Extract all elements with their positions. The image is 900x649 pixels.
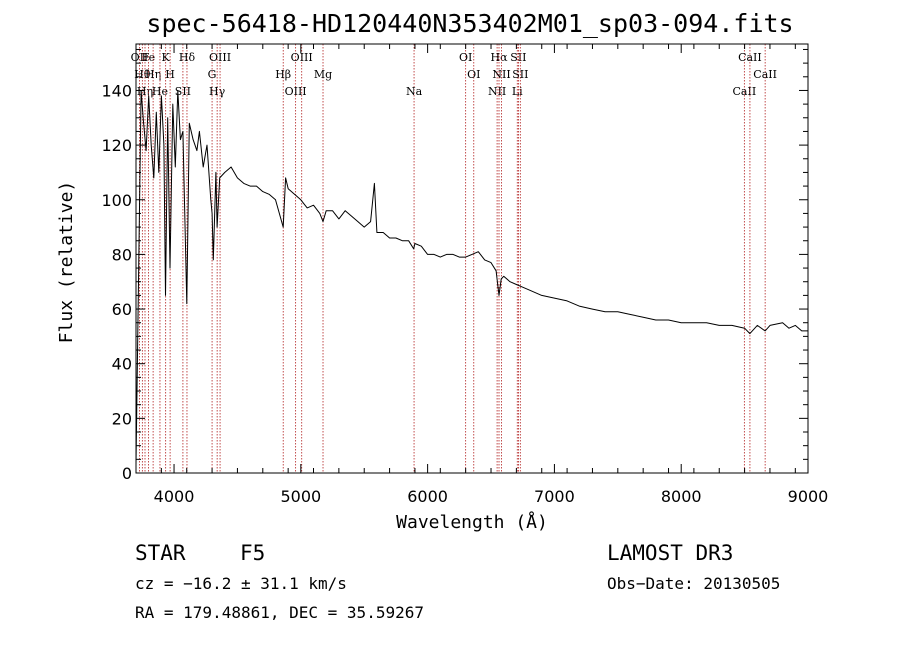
line-label: Mg — [314, 68, 332, 81]
axis-ticks: 4000 5000 6000 7000 8000 9000 0 20 40 60 80 100 120 1… — [101, 44, 828, 506]
line-label: Hη — [145, 68, 161, 81]
line-label: Hα — [490, 51, 508, 64]
spectrum-series — [135, 90, 808, 465]
y-tick-label: 40 — [112, 355, 132, 374]
line-label: He — [152, 85, 168, 98]
x-tick-label: 5000 — [280, 487, 321, 506]
line-label: CaII — [753, 68, 777, 81]
redshift-cz: cz = −16.2 ± 31.1 km/s — [135, 574, 347, 593]
line-label: SII — [512, 68, 528, 81]
line-label: H — [165, 68, 175, 81]
line-label: SII — [175, 85, 191, 98]
spectrum-line — [135, 90, 808, 465]
line-label: Hγ — [209, 85, 226, 98]
spectral-line-markers: OIIHθHηFeHηHeKHSIIHδGHγOIIIHβOIIIOIIIMgN… — [131, 44, 777, 473]
x-axis-label: Wavelength (Å) — [396, 511, 548, 533]
line-label: G — [208, 68, 217, 81]
line-label: OIII — [209, 51, 231, 64]
y-tick-label: 20 — [112, 409, 132, 428]
y-tick-label: 120 — [101, 136, 132, 155]
line-label: CaII — [733, 85, 757, 98]
chart-title: spec-56418-HD120440N353402M01_sp03-094.f… — [146, 9, 793, 38]
line-label: OIII — [285, 85, 307, 98]
line-label: Hδ — [179, 51, 196, 64]
object-class: STAR — [135, 541, 186, 565]
y-tick-label: 80 — [112, 245, 132, 264]
survey-name: LAMOST DR3 — [607, 541, 734, 565]
line-label: Li — [512, 85, 523, 98]
x-tick-label: 6000 — [407, 487, 448, 506]
line-label: Na — [406, 85, 423, 98]
y-tick-label: 100 — [101, 191, 132, 210]
line-label: SII — [510, 51, 526, 64]
x-tick-label: 4000 — [154, 487, 195, 506]
line-label: CaII — [738, 51, 762, 64]
line-label: OI — [467, 68, 480, 81]
ra-dec-coordinates: RA = 179.48861, DEC = 35.59267 — [135, 603, 424, 622]
line-label: NII — [488, 85, 506, 98]
line-label: K — [162, 51, 171, 64]
line-label: OII — [131, 51, 149, 64]
line-label: OIII — [291, 51, 313, 64]
x-tick-label: 7000 — [534, 487, 575, 506]
observation-date: Obs−Date: 20130505 — [607, 574, 781, 593]
line-label: NII — [492, 68, 510, 81]
line-label: Fe — [142, 51, 156, 64]
line-label: OI — [459, 51, 472, 64]
y-tick-label: 0 — [122, 464, 132, 483]
x-tick-label: 9000 — [788, 487, 829, 506]
y-tick-label: 140 — [101, 81, 132, 100]
object-subclass: F5 — [240, 541, 266, 565]
line-label: Hβ — [275, 68, 291, 81]
x-tick-label: 8000 — [661, 487, 702, 506]
plot-frame — [135, 43, 809, 474]
y-axis-label: Flux (relative) — [56, 181, 77, 344]
line-label: Hη — [137, 85, 153, 98]
line-label: Hθ — [134, 68, 151, 81]
y-tick-label: 60 — [112, 300, 132, 319]
